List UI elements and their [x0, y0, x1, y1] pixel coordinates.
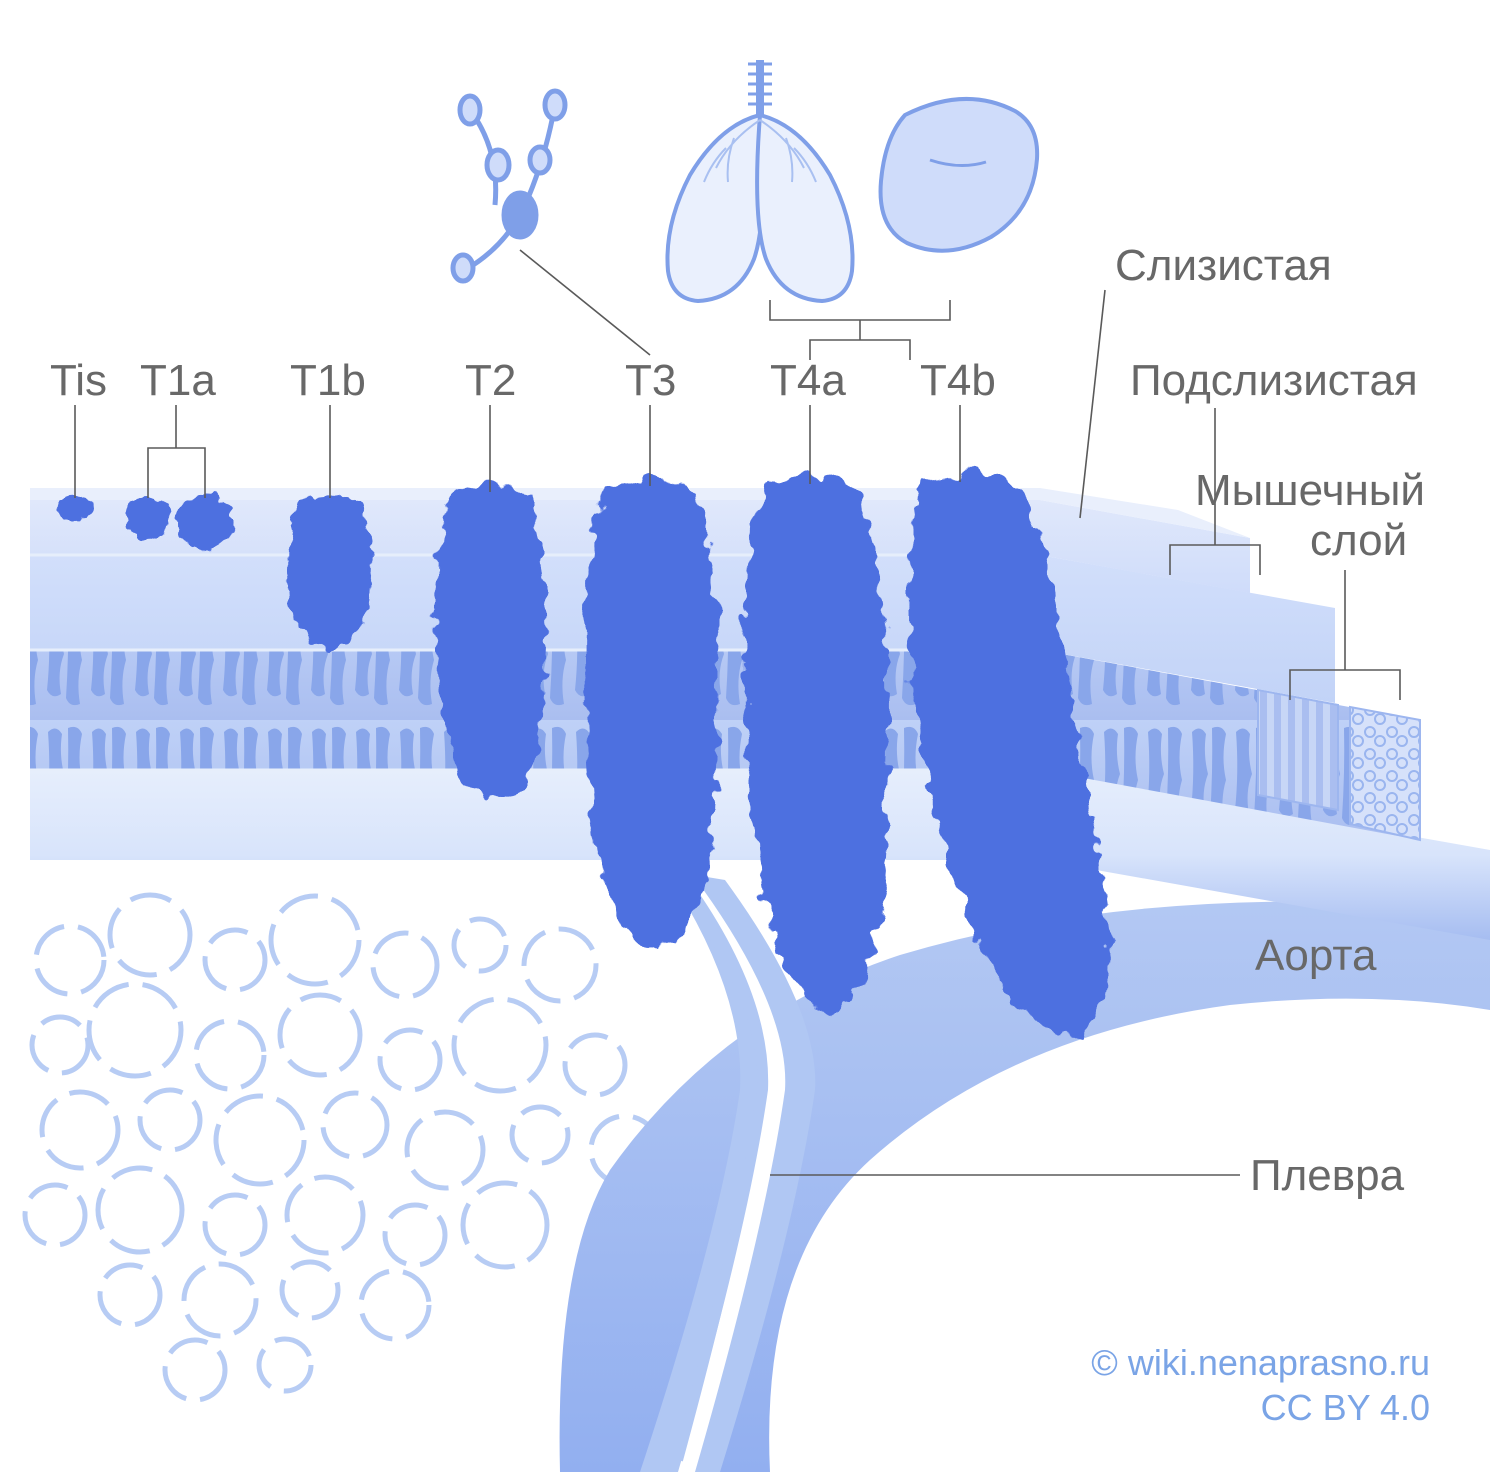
attribution: © wiki.nenaprasno.ru CC BY 4.0: [1091, 1342, 1430, 1428]
tumor-t4a: [744, 475, 889, 1016]
tumor-t1a-2: [177, 494, 233, 550]
stage-label-t2: T2: [465, 356, 516, 405]
lungs-icon: [667, 60, 852, 301]
top-organs: [453, 60, 1037, 301]
stage-label-tis: Tis: [50, 356, 107, 405]
label-mucosa: Слизистая: [1115, 241, 1332, 290]
stage-label-t4b: T4b: [920, 356, 996, 405]
tumor-t3: [584, 478, 718, 950]
label-muscularis-2: слой: [1310, 516, 1407, 565]
label-pleura: Плевра: [1250, 1151, 1405, 1200]
adjacent-tissue-bubbles: [25, 895, 659, 1400]
attribution-line2: CC BY 4.0: [1261, 1387, 1430, 1428]
tumor-t1a-1: [126, 496, 170, 540]
stage-label-t4a: T4a: [770, 356, 846, 405]
stage-label-t1b: T1b: [290, 356, 366, 405]
label-muscularis-1: Мышечный: [1195, 466, 1425, 515]
label-aorta: Аорта: [1255, 931, 1377, 980]
label-submucosa: Подслизистая: [1130, 356, 1418, 405]
lymph-nodes-icon: [453, 91, 565, 281]
tumor-tis: [57, 496, 93, 520]
stage-label-t3: T3: [625, 356, 676, 405]
liver-icon: [881, 99, 1038, 251]
stage-label-t1a: T1a: [140, 356, 216, 405]
labels: Tis T1a T1b T2 T3 T4a T4b: [50, 356, 996, 405]
tumor-t1b: [288, 495, 372, 650]
attribution-line1: © wiki.nenaprasno.ru: [1091, 1342, 1430, 1383]
